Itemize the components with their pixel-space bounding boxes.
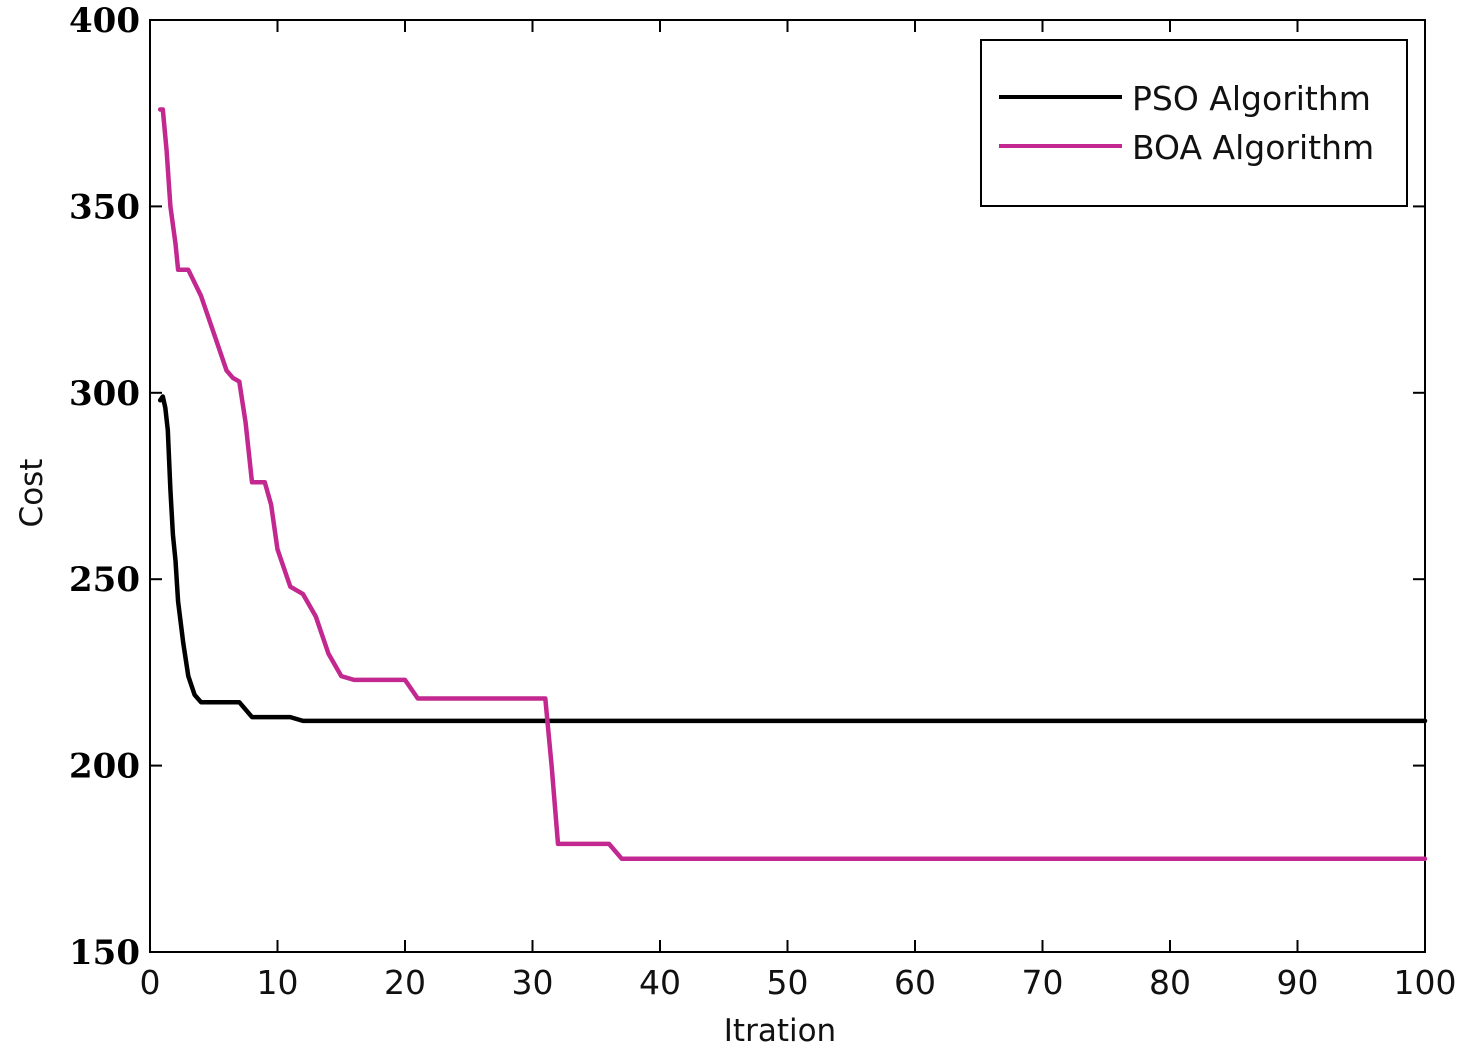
legend-label-pso: PSO Algorithm bbox=[1132, 79, 1371, 118]
x-axis-label: Itration bbox=[724, 1013, 836, 1049]
y-tick-label: 350 bbox=[69, 187, 140, 227]
x-tick-label: 80 bbox=[1149, 963, 1191, 1002]
y-tick-label: 300 bbox=[69, 374, 140, 414]
y-tick-label: 250 bbox=[69, 560, 140, 600]
x-tick-label: 70 bbox=[1022, 963, 1064, 1002]
x-tick-label: 20 bbox=[384, 963, 426, 1002]
x-tick-label: 10 bbox=[257, 963, 299, 1002]
series-line-boa bbox=[157, 107, 1428, 862]
y-axis-label: Cost bbox=[14, 459, 50, 528]
x-tick-label: 0 bbox=[140, 963, 161, 1002]
legend: PSO Algorithm BOA Algorithm bbox=[980, 39, 1408, 207]
x-tick-label: 90 bbox=[1277, 963, 1319, 1002]
x-tick-label: 30 bbox=[512, 963, 554, 1002]
x-tick-label: 50 bbox=[767, 963, 809, 1002]
ticks: 0 10 20 30 40 50 60 70 80 90 100 150 200 250 300 350 400 bbox=[69, 1, 1456, 1002]
y-tick-label: 200 bbox=[69, 747, 140, 787]
y-tick-label: 150 bbox=[69, 933, 140, 973]
x-tick-label: 60 bbox=[894, 963, 936, 1002]
y-tick-label: 400 bbox=[69, 1, 140, 41]
series-line-pso bbox=[157, 394, 1428, 724]
series bbox=[157, 107, 1428, 862]
x-tick-label: 40 bbox=[639, 963, 681, 1002]
legend-label-boa: BOA Algorithm bbox=[1132, 128, 1374, 167]
x-tick-label: 100 bbox=[1394, 963, 1457, 1002]
legend-box bbox=[980, 39, 1408, 207]
